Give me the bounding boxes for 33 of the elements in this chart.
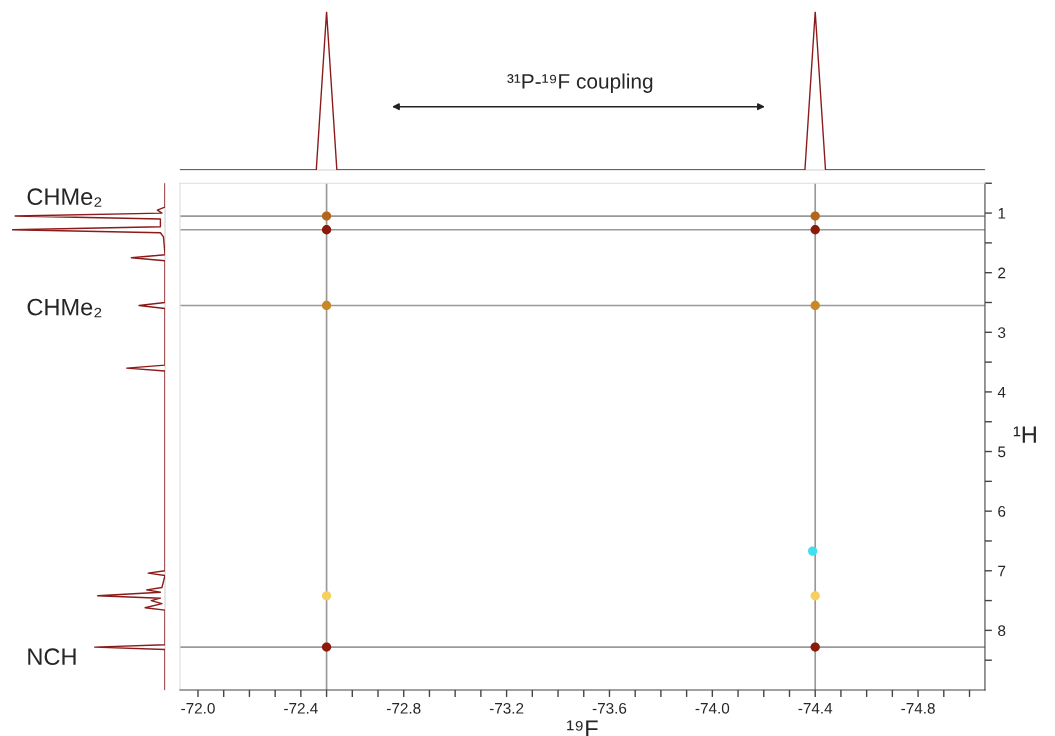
x-axis-title: ¹⁹F bbox=[567, 720, 598, 736]
point bbox=[810, 591, 820, 601]
x-tick-label: -72.8 bbox=[387, 702, 421, 714]
x-tick-label: -73.2 bbox=[489, 702, 524, 714]
y-tick-label: 7 bbox=[998, 565, 1006, 577]
y-tick-label: 5 bbox=[998, 446, 1006, 458]
x-tick-label: -73.6 bbox=[592, 702, 627, 714]
y-tick-label: 2 bbox=[998, 267, 1006, 279]
point bbox=[810, 211, 820, 221]
x-tick-label: -72.0 bbox=[181, 702, 215, 714]
x-tick-label: -74.8 bbox=[901, 702, 935, 714]
annotation: CHMe₂ bbox=[27, 298, 102, 318]
x-tick-label: -74.0 bbox=[695, 702, 730, 714]
y-tick-label: 6 bbox=[998, 506, 1006, 517]
annotation: ³¹P-¹⁹F coupling bbox=[507, 73, 653, 93]
point bbox=[810, 642, 820, 652]
y-tick-label: 8 bbox=[998, 625, 1006, 637]
point bbox=[321, 591, 332, 601]
point bbox=[810, 225, 820, 235]
point bbox=[321, 642, 332, 652]
y-tick-label: 3 bbox=[998, 327, 1006, 338]
x-tick-label: -74.4 bbox=[798, 703, 833, 714]
annotation: NCH bbox=[28, 648, 76, 666]
y-tick-label: 1 bbox=[998, 208, 1006, 219]
y-tick-label: 4 bbox=[997, 386, 1006, 398]
point bbox=[810, 300, 820, 311]
point bbox=[807, 546, 818, 556]
point bbox=[321, 225, 332, 235]
y-axis-title: ¹H bbox=[1013, 426, 1036, 443]
point bbox=[321, 211, 332, 221]
annotation: CHMe₂ bbox=[27, 188, 102, 207]
point bbox=[321, 300, 332, 311]
x-tick-label: -72.4 bbox=[284, 702, 318, 714]
